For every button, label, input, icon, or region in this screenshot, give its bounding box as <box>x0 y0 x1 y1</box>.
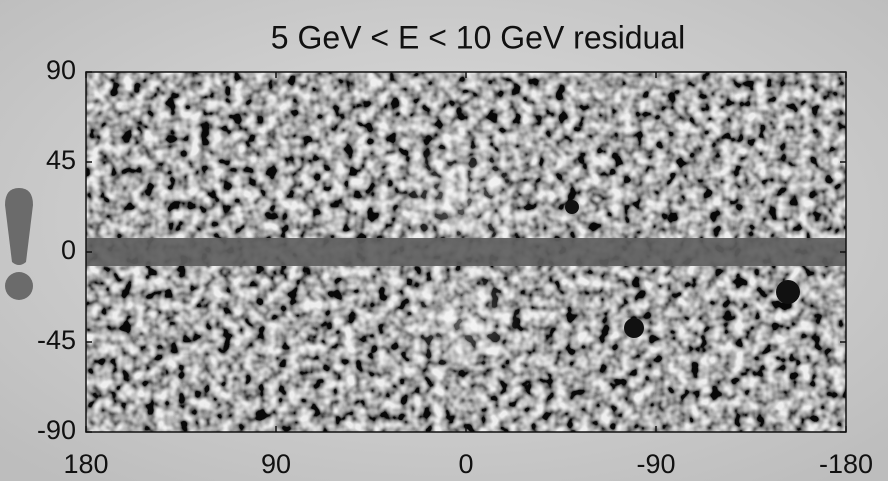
y-tick-label: 45 <box>46 145 76 175</box>
x-tick-label: 180 <box>63 449 108 479</box>
exclamation <box>5 188 33 300</box>
bright-region <box>402 265 522 375</box>
bright-region <box>392 140 532 260</box>
x-tick-label: 0 <box>458 449 473 479</box>
dark-spot <box>565 200 579 214</box>
y-tick-label: -90 <box>37 415 76 445</box>
dark-spot <box>624 318 644 338</box>
sky-map <box>85 71 847 433</box>
x-tick-label: -90 <box>636 449 675 479</box>
x-tick-label: 90 <box>261 449 291 479</box>
y-tick-label: 90 <box>46 55 76 85</box>
dark-spot <box>776 280 800 304</box>
galactic-plane-mask <box>86 238 846 266</box>
y-tick-label: -45 <box>37 325 76 355</box>
y-tick-label: 0 <box>61 235 76 265</box>
chart-title: 5 GeV < E < 10 GeV residual <box>271 19 685 55</box>
x-tick-label: -180 <box>819 449 873 479</box>
